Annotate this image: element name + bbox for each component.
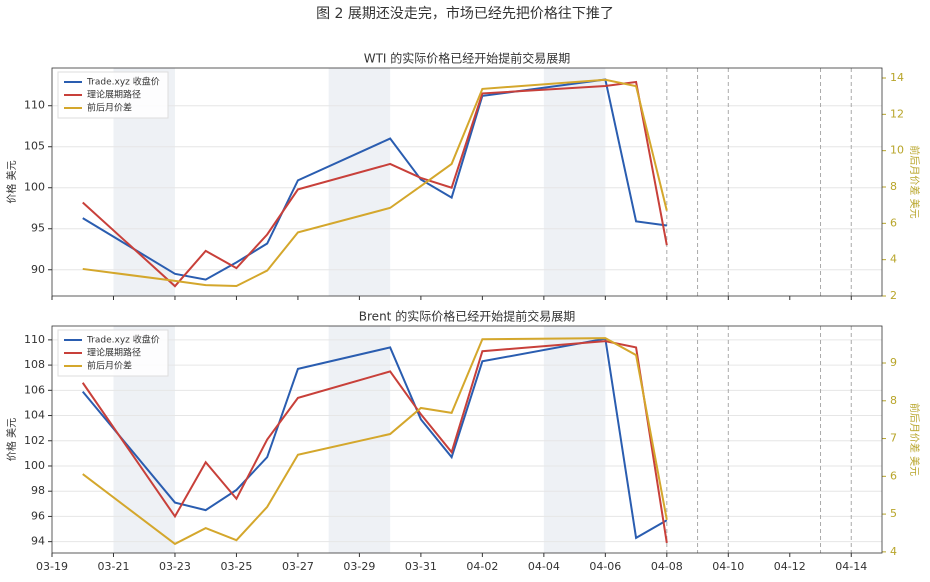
series-line — [81, 340, 668, 544]
y2-tick-label: 7 — [890, 432, 897, 445]
y2-tick-label: 6 — [890, 216, 897, 229]
x-tick-label: 04-04 — [528, 560, 560, 573]
y2-tick-label: 9 — [890, 356, 897, 369]
x-tick-label: 03-27 — [282, 560, 314, 573]
y-tick-label: 104 — [24, 409, 45, 422]
x-tick-label: 03-19 — [36, 560, 68, 573]
y2-tick-label: 14 — [890, 71, 904, 84]
legend-label: Trade.xyz 收盘价 — [86, 334, 160, 346]
chart-title: Brent 的实际价格已经开始提前交易展期 — [359, 309, 575, 324]
y-axis-title: 价格 美元 — [5, 418, 18, 461]
x-tick-label: 03-29 — [343, 560, 375, 573]
x-tick-label: 03-31 — [405, 560, 437, 573]
legend-box — [57, 329, 169, 377]
series-line — [82, 78, 668, 288]
legend-label: 理论展期路径 — [87, 347, 141, 359]
y-tick-label: 94 — [31, 535, 45, 548]
weekend-band — [543, 68, 606, 296]
x-tick-label: 03-23 — [159, 560, 191, 573]
series-line — [82, 337, 668, 546]
y-tick-label: 108 — [24, 358, 45, 371]
figure-title: 图 2 展期还没走完，市场已经先把价格往下推了 — [316, 5, 614, 22]
legend-label: 理论展期路径 — [87, 89, 141, 101]
y-tick-label: 110 — [24, 333, 45, 346]
plot-frame — [51, 67, 883, 297]
legend-label: Trade.xyz 收盘价 — [86, 76, 160, 88]
y2-tick-label: 2 — [890, 289, 897, 302]
y2-tick-label: 6 — [890, 469, 897, 482]
y2-tick-label: 4 — [890, 253, 897, 266]
x-tick-label: 04-06 — [589, 560, 621, 573]
chart-title: WTI 的实际价格已经开始提前交易展期 — [364, 51, 571, 66]
x-tick-label: 04-10 — [712, 560, 744, 573]
legend-label: 前后月价差 — [87, 360, 132, 372]
weekend-band — [328, 68, 391, 296]
y-tick-label: 106 — [24, 383, 45, 396]
y-tick-label: 100 — [24, 459, 45, 472]
y2-tick-label: 8 — [890, 394, 897, 407]
y2-tick-label: 5 — [890, 507, 897, 520]
y-axis-title: 价格 美元 — [5, 160, 18, 203]
plot-frame — [51, 325, 883, 554]
y-tick-label: 90 — [31, 263, 45, 276]
weekend-band — [328, 326, 391, 553]
y-tick-label: 110 — [24, 99, 45, 112]
y2-axis-title: 前后月价差 美元 — [908, 145, 921, 218]
y2-axis-title: 前后月价差 美元 — [908, 403, 921, 476]
y2-tick-label: 4 — [890, 545, 897, 558]
legend-label: 前后月价差 — [87, 102, 132, 114]
y-tick-label: 100 — [24, 181, 45, 194]
y-tick-label: 105 — [24, 140, 45, 153]
legend-box — [57, 71, 169, 119]
y-tick-label: 102 — [24, 434, 45, 447]
y-tick-label: 98 — [31, 484, 45, 497]
y2-tick-label: 12 — [890, 107, 904, 120]
x-tick-label: 04-14 — [835, 560, 867, 573]
weekend-band — [543, 326, 606, 553]
x-tick-label: 03-25 — [220, 560, 252, 573]
x-tick-label: 04-12 — [774, 560, 806, 573]
y-tick-label: 96 — [31, 509, 45, 522]
x-tick-label: 03-21 — [97, 560, 129, 573]
y2-tick-label: 8 — [890, 180, 897, 193]
x-tick-label: 04-02 — [466, 560, 498, 573]
x-tick-label: 04-08 — [651, 560, 683, 573]
y-tick-label: 95 — [31, 222, 45, 235]
series-line — [82, 80, 668, 288]
y2-tick-label: 10 — [890, 144, 904, 157]
